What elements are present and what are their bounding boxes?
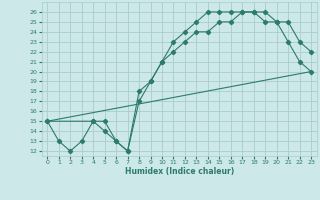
X-axis label: Humidex (Indice chaleur): Humidex (Indice chaleur) — [124, 167, 234, 176]
